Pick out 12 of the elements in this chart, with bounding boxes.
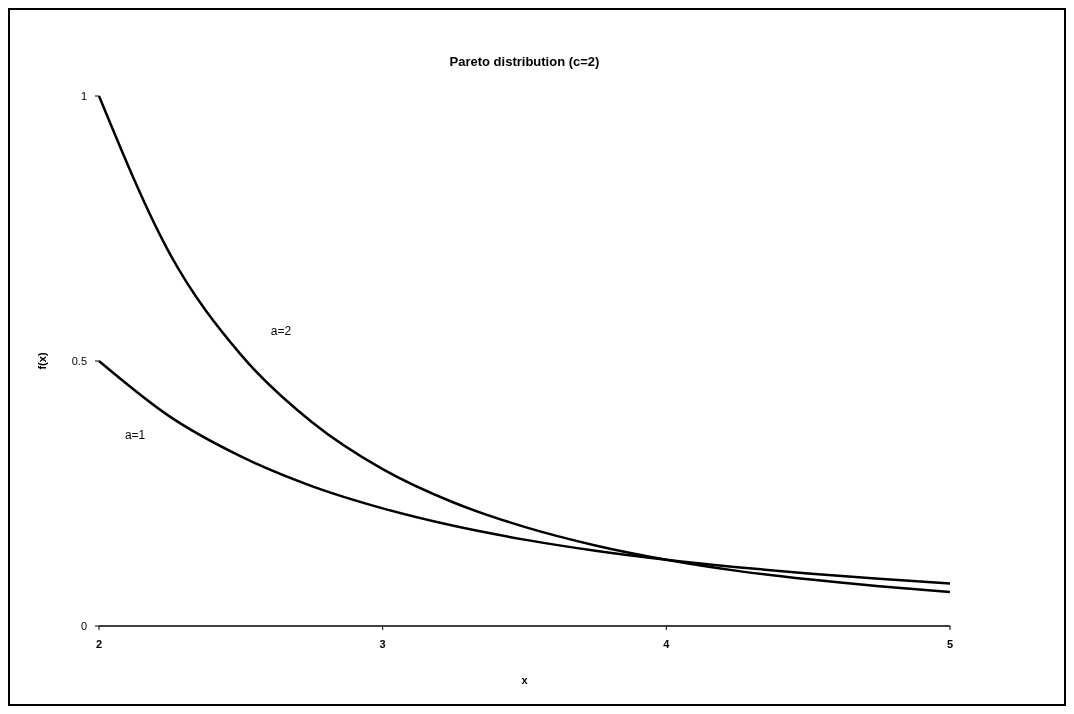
chart-title: Pareto distribution (c=2) [449, 54, 600, 69]
series-label: a=1 [124, 427, 146, 442]
text: a=2 [270, 323, 292, 338]
x-tick-label: 2 [95, 638, 103, 650]
x-axis-title: x [521, 674, 529, 686]
x-tick-label: 5 [946, 638, 954, 650]
x-tick-label: 3 [379, 638, 386, 650]
y-axis-title: f(x) [36, 352, 48, 370]
y-tick-label: 0 [80, 620, 87, 632]
y-tick-label: 0.5 [71, 355, 87, 367]
x-tick-label: 4 [663, 638, 671, 650]
y-tick-label: 1 [80, 90, 87, 102]
